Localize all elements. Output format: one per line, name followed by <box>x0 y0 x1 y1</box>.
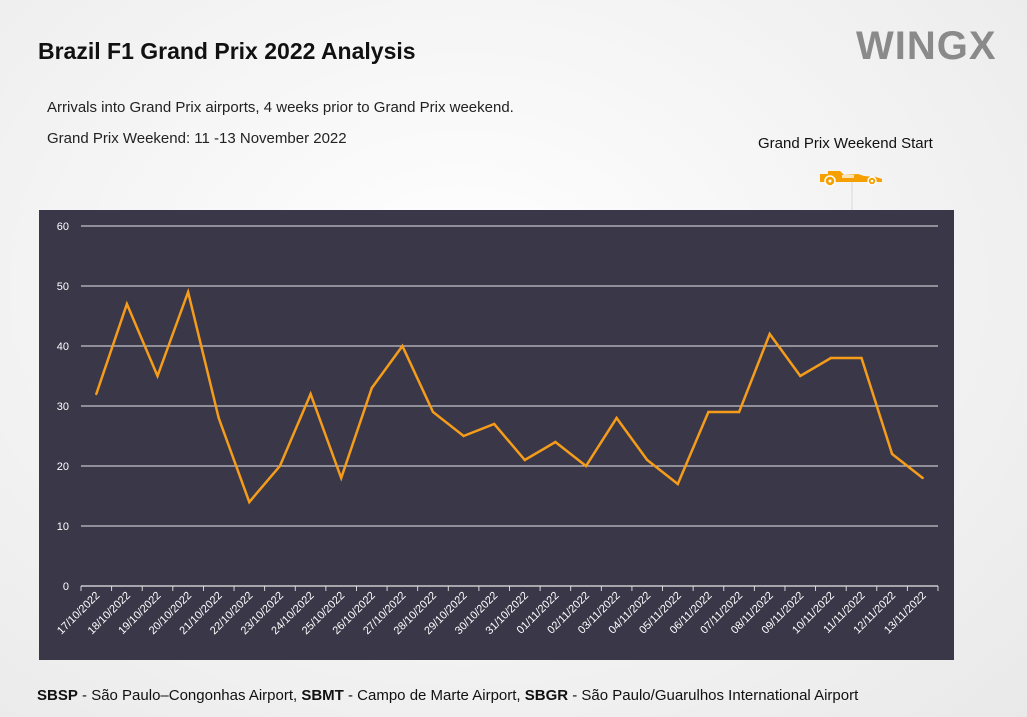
page-title: Brazil F1 Grand Prix 2022 Analysis <box>38 38 416 64</box>
y-tick-label: 60 <box>57 221 69 233</box>
data-point <box>431 410 435 414</box>
data-point <box>799 374 802 378</box>
chart-panel: 0 10 20 30 40 50 60 17/10/2022 18/10/2022 19/10/2… <box>39 210 954 660</box>
airport-code-sbsp: SBSP <box>37 687 78 704</box>
data-point <box>829 356 833 360</box>
data-point <box>309 392 312 396</box>
data-point <box>401 344 404 348</box>
race-car-icon <box>820 171 882 187</box>
data-point <box>676 482 680 486</box>
data-point <box>462 434 465 438</box>
data-point <box>921 476 924 480</box>
data-point <box>248 500 251 504</box>
data-point <box>646 458 649 462</box>
data-point <box>707 410 710 414</box>
y-tick-label: 10 <box>57 521 69 533</box>
data-point <box>186 290 190 294</box>
data-point <box>217 416 220 420</box>
wingx-logo: WINGX <box>856 24 997 68</box>
airport-legend: SBSP - São Paulo–Congonhas Airport, SBMT… <box>37 687 858 704</box>
airport-name-sbmt: - Campo de Marte Airport, <box>343 687 525 704</box>
y-tick-label: 50 <box>57 281 69 293</box>
data-point <box>554 440 557 444</box>
subtitle-arrivals: Arrivals into Grand Prix airports, 4 wee… <box>47 99 514 116</box>
subtitle-weekend: Grand Prix Weekend: 11 -13 November 2022 <box>47 130 347 147</box>
airport-code-sbmt: SBMT <box>301 687 344 704</box>
data-point <box>890 452 894 456</box>
line-chart: 010203040506017/10/202218/10/202219/10/2… <box>55 221 939 637</box>
airport-code-sbgr: SBGR <box>524 687 569 704</box>
data-point <box>278 464 282 468</box>
grand-prix-start-label: Grand Prix Weekend Start <box>758 135 933 152</box>
data-point <box>523 458 527 462</box>
airport-name-sbgr: - São Paulo/Guarulhos International Airp… <box>568 687 859 704</box>
data-point <box>768 332 771 336</box>
airport-name-sbsp: - São Paulo–Congonhas Airport, <box>77 687 302 704</box>
data-point <box>95 392 98 396</box>
data-point <box>584 464 588 468</box>
data-point <box>156 374 159 378</box>
data-point <box>860 356 863 360</box>
data-point <box>737 410 741 414</box>
data-point <box>370 386 373 390</box>
data-point <box>339 476 343 480</box>
y-tick-label: 0 <box>63 581 69 593</box>
data-point <box>125 302 129 306</box>
y-tick-label: 30 <box>57 401 69 413</box>
y-tick-label: 20 <box>57 461 69 473</box>
series-line <box>95 287 924 505</box>
data-point <box>492 422 496 426</box>
data-point <box>615 416 618 420</box>
y-tick-label: 40 <box>57 341 69 353</box>
